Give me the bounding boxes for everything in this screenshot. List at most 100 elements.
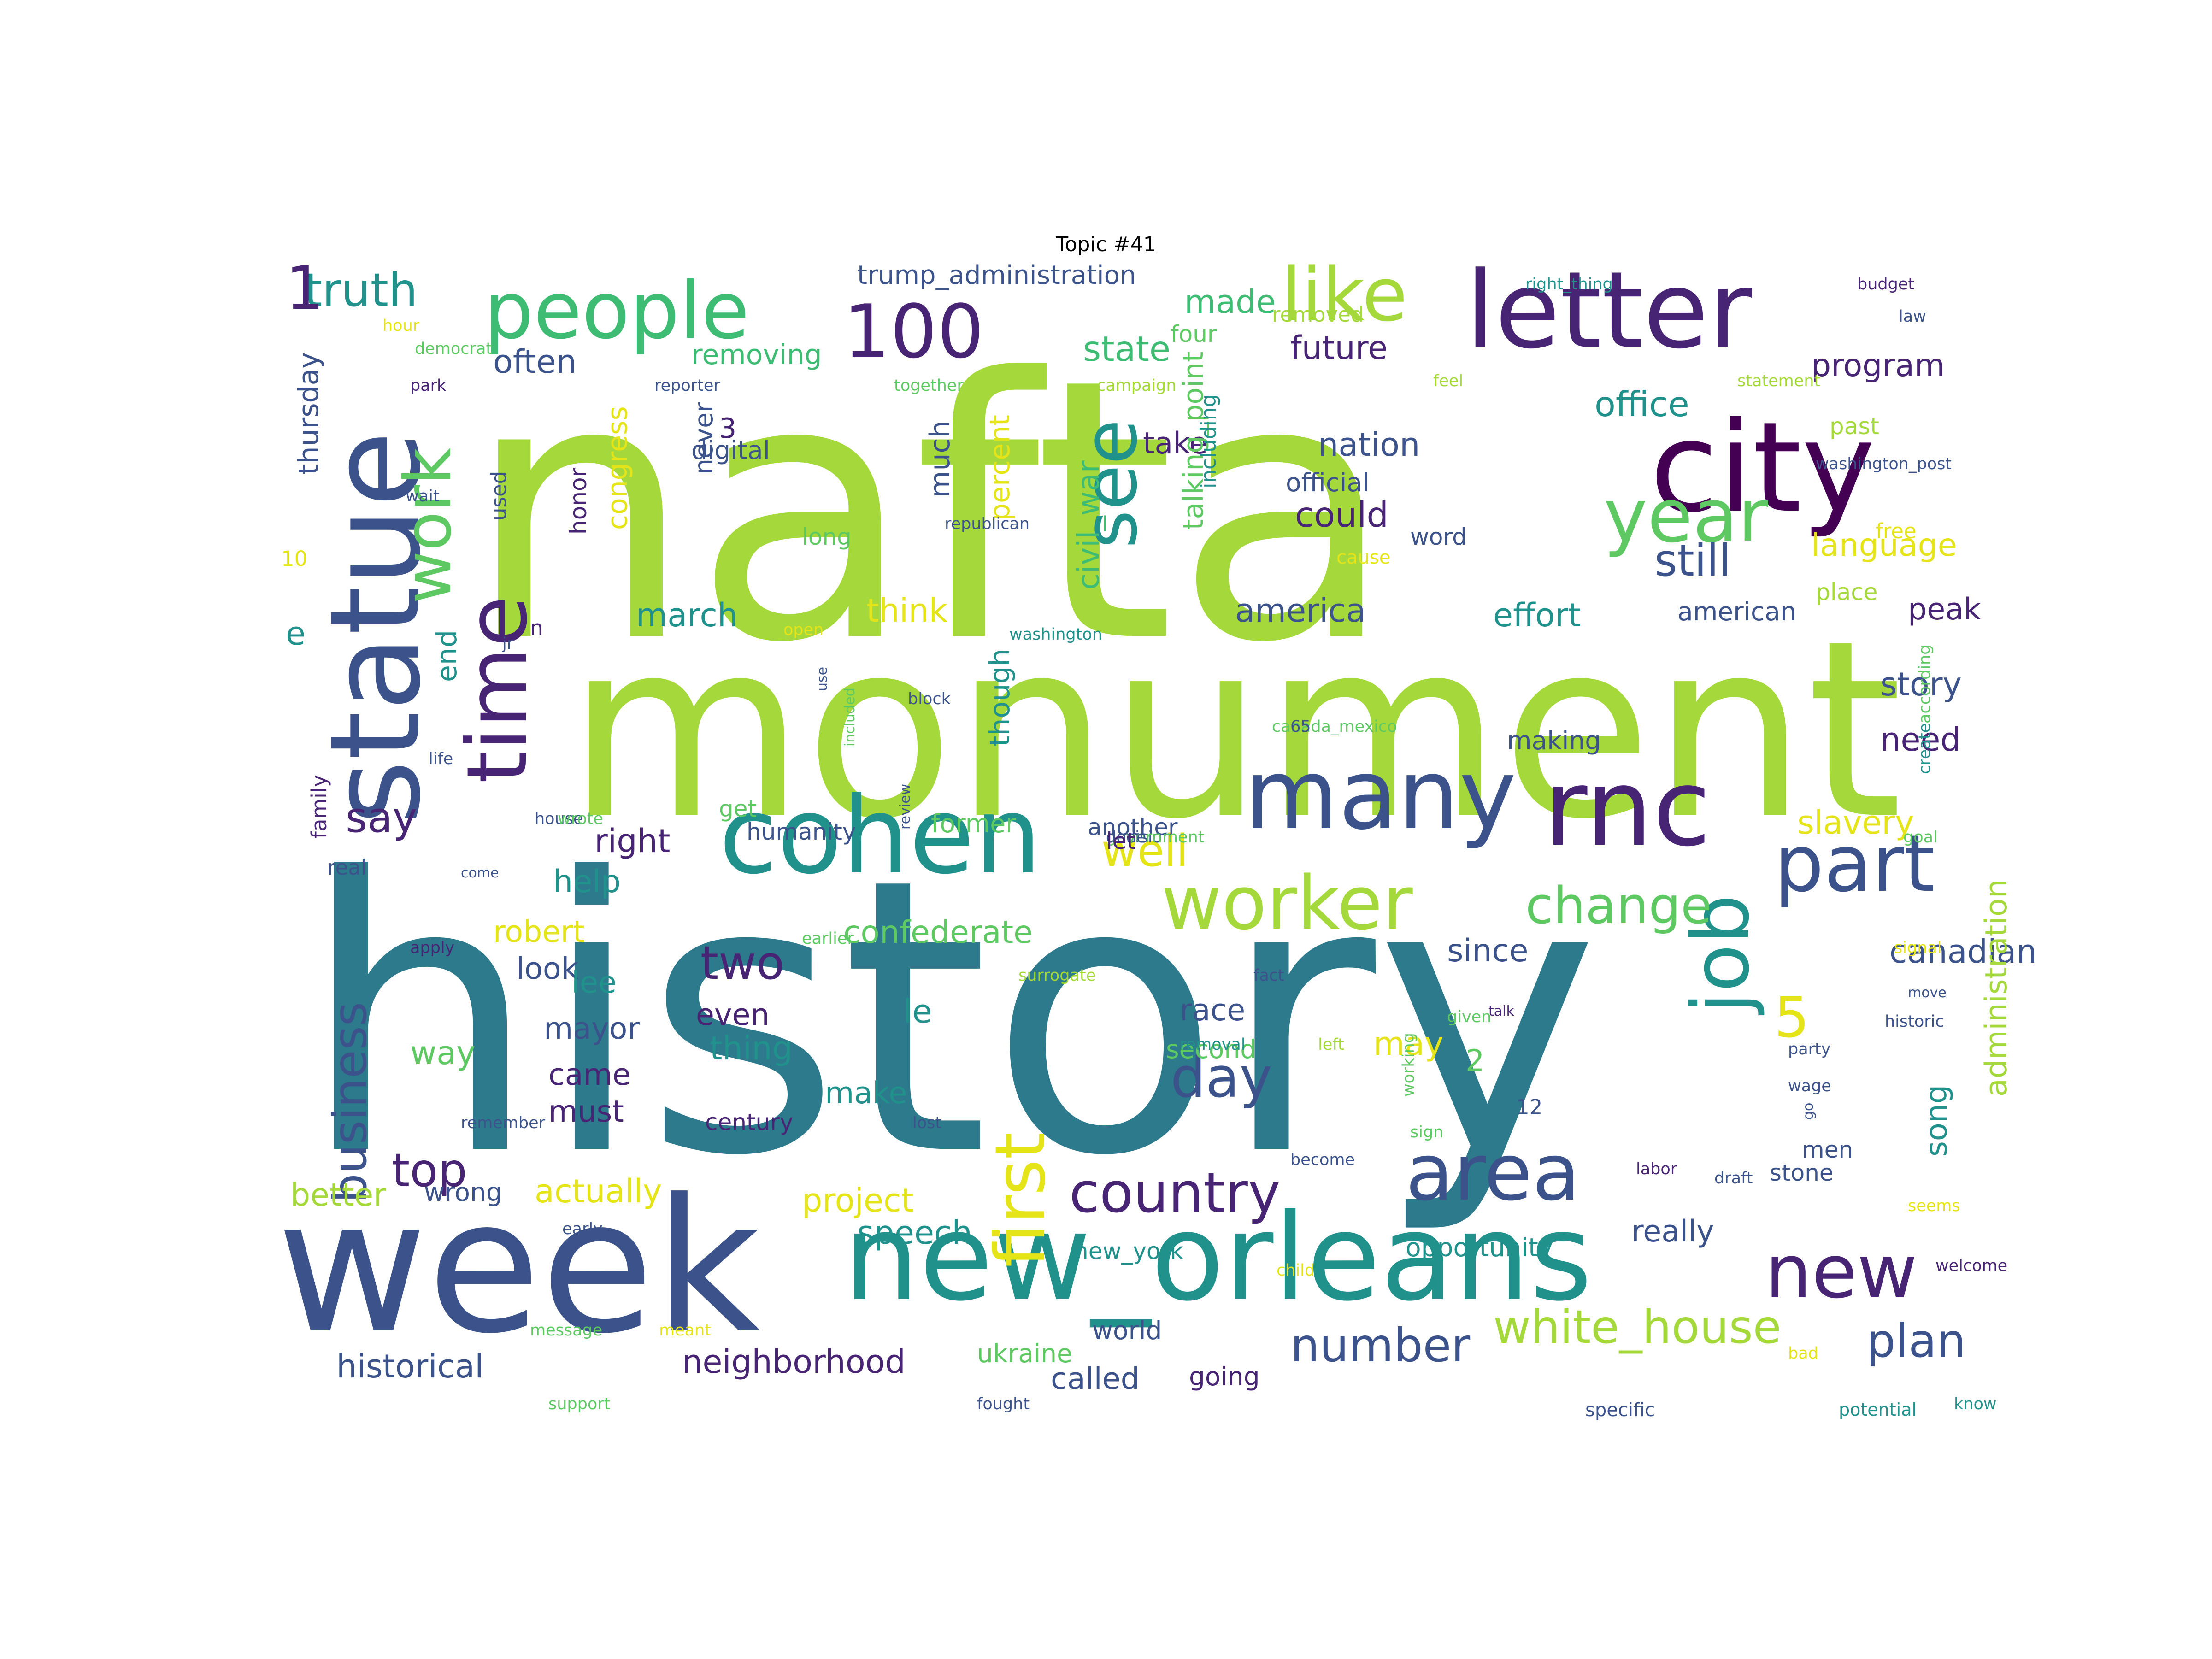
word-ukraine: ukraine xyxy=(977,1339,1073,1368)
word-fought: fought xyxy=(977,1395,1030,1413)
word-opportunity: opportunity xyxy=(1406,1233,1553,1262)
word-called: called xyxy=(1051,1362,1140,1396)
word-help: help xyxy=(553,864,621,900)
word-message: message xyxy=(530,1321,603,1340)
word-american: american xyxy=(1677,597,1796,626)
word-used: used xyxy=(487,471,511,521)
word-much: much xyxy=(924,420,956,498)
word-working: working xyxy=(1400,1033,1418,1097)
word-administration: administration xyxy=(1979,879,2014,1097)
word-honor: honor xyxy=(565,467,592,535)
word-look: look xyxy=(516,952,579,986)
word-america: america xyxy=(1235,592,1366,629)
word-potential: potential xyxy=(1839,1400,1917,1420)
word-removed: removed xyxy=(1272,302,1364,327)
word-thing: thing xyxy=(710,1030,793,1067)
word-meant: meant xyxy=(659,1321,711,1340)
word-program: program xyxy=(1811,347,1945,384)
word-65: 65 xyxy=(1290,718,1311,736)
word-canadian: canadian xyxy=(1889,933,2037,971)
word-statement: statement xyxy=(1737,372,1821,390)
word-peak: peak xyxy=(1908,592,1981,627)
word-earlier: earlier xyxy=(802,930,854,948)
word-need: need xyxy=(1880,721,1961,759)
word-according: according xyxy=(1916,644,1934,724)
word-done: done xyxy=(1106,828,1147,847)
word-white-house: white_house xyxy=(1493,1300,1782,1354)
word-former: former xyxy=(931,809,1016,838)
word-remember: remember xyxy=(461,1114,546,1132)
word-language: language xyxy=(1811,527,1957,564)
word-top: top xyxy=(392,1143,467,1197)
word-seems: seems xyxy=(1908,1197,1960,1215)
word-neighborhood: neighborhood xyxy=(682,1343,906,1381)
word-signal: signal xyxy=(1894,939,1942,957)
word-state: state xyxy=(1083,329,1171,369)
word-humanity: humanity xyxy=(747,818,856,845)
word-country: country xyxy=(1069,1161,1281,1225)
word-surrogate: surrogate xyxy=(1018,966,1096,985)
word-official: official xyxy=(1286,468,1370,497)
word-take: take xyxy=(1143,426,1208,461)
word-work: work xyxy=(391,447,466,604)
word-included: included xyxy=(842,688,858,747)
word-get: get xyxy=(719,795,757,822)
word-mayor: mayor xyxy=(544,1012,640,1046)
word-new-york: new_york xyxy=(1074,1238,1184,1265)
word-hour: hour xyxy=(382,317,420,335)
word-n: n xyxy=(530,616,543,640)
word-effort: effort xyxy=(1493,596,1581,634)
word-campaign: campaign xyxy=(1097,377,1177,395)
word-speech: speech xyxy=(857,1214,972,1252)
word-say: say xyxy=(346,794,418,842)
word-men: men xyxy=(1802,1136,1853,1163)
word-another: another xyxy=(1088,814,1178,841)
word-feel: feel xyxy=(1433,372,1464,390)
word-world: world xyxy=(1092,1316,1162,1345)
word-removing: removing xyxy=(691,339,822,371)
word-time: time xyxy=(449,596,546,783)
word-second: second xyxy=(1166,1035,1257,1064)
word-even: even xyxy=(696,998,770,1032)
word-history: history xyxy=(300,799,1600,1238)
word-truth: truth xyxy=(304,263,418,317)
word-jr: jr xyxy=(502,635,514,653)
word-given: given xyxy=(1447,1008,1492,1026)
word-100: 100 xyxy=(843,288,984,375)
word-city: city xyxy=(1650,395,1876,540)
word-word: word xyxy=(1410,524,1467,550)
word-place: place xyxy=(1816,579,1878,606)
word-canada-mexico: canada_mexico xyxy=(1272,718,1397,736)
word-confederate: confederate xyxy=(843,914,1033,951)
word-move: move xyxy=(1908,985,1947,1001)
word-law: law xyxy=(1899,307,1926,326)
word-since: since xyxy=(1447,933,1529,969)
word-house: house xyxy=(535,810,583,828)
word-made: made xyxy=(1184,283,1276,321)
word-welcome: welcome xyxy=(1936,1257,2008,1275)
word-lee: lee xyxy=(571,965,617,1000)
word-race: race xyxy=(1180,993,1246,1028)
word-number: number xyxy=(1290,1318,1471,1372)
word-civil-war: civil_war xyxy=(1071,460,1106,590)
word-decision: decision xyxy=(1106,828,1173,847)
word-four: four xyxy=(1171,321,1217,347)
word-wage: wage xyxy=(1788,1077,1831,1095)
word-slavery: slavery xyxy=(1797,804,1914,841)
word-1: 1 xyxy=(286,253,324,323)
word-never: never xyxy=(689,402,718,475)
word-often: often xyxy=(493,343,577,381)
word-wait: wait xyxy=(406,487,440,506)
word-democrat: democrat xyxy=(415,340,493,358)
word-worker: worker xyxy=(1161,860,1413,946)
word-thursday: thursday xyxy=(293,352,325,475)
word-apply: apply xyxy=(410,939,455,957)
word-new-orleans: new_orleans xyxy=(843,1188,1593,1328)
word-draft: draft xyxy=(1714,1169,1753,1188)
word-fact: fact xyxy=(1253,966,1284,985)
word-rnc: rnc xyxy=(1544,747,1711,870)
word-use: use xyxy=(814,666,830,691)
word-may: may xyxy=(1373,1025,1444,1063)
word-including: including xyxy=(1196,394,1221,488)
